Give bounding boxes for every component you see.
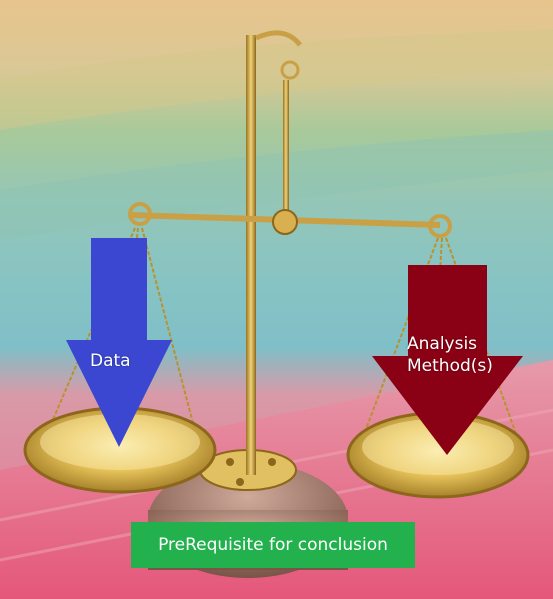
analysis-label-line1: Analysis <box>407 334 478 354</box>
analysis-label-line2: Method(s) <box>407 356 493 376</box>
data-arrow <box>66 238 172 447</box>
analysis-arrow <box>372 265 523 455</box>
conclusion-badge: PreRequisite for conclusion <box>131 522 415 568</box>
data-arrow-label: Data <box>90 351 131 371</box>
analysis-arrow-label: Analysis Method(s) <box>407 333 527 377</box>
